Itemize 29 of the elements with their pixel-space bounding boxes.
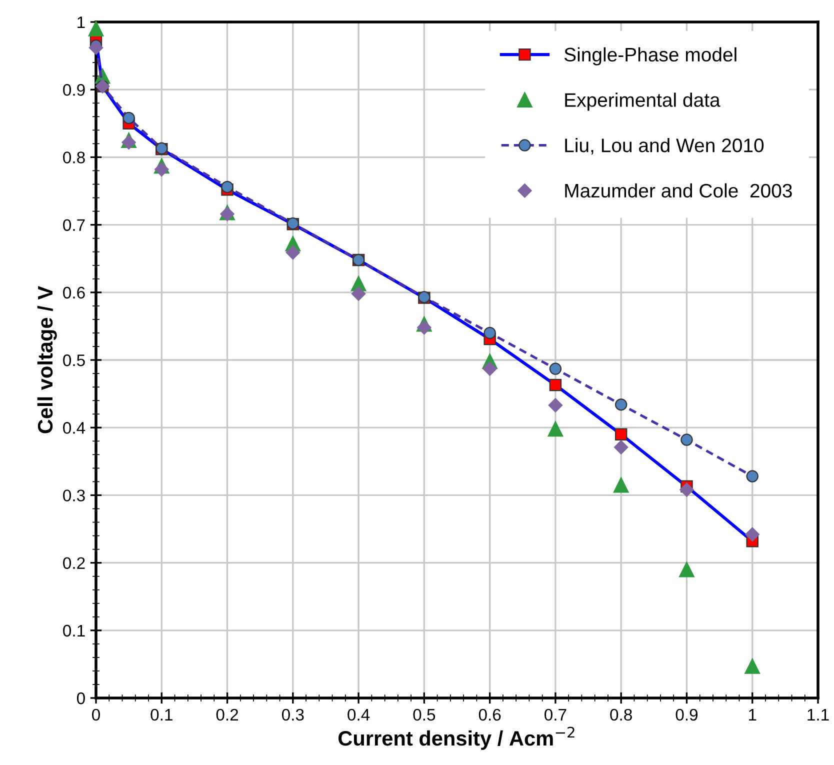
legend-label: Experimental data bbox=[565, 92, 720, 111]
y-tick-label: 0.2 bbox=[63, 557, 85, 570]
x-tick-label: 0.7 bbox=[544, 708, 566, 721]
x-axis-title: Current density / Acm$^{−2}$ bbox=[338, 726, 574, 750]
x-tick-label: 0.1 bbox=[150, 708, 172, 721]
y-tick-label: 0.9 bbox=[63, 84, 85, 96]
y-tick-label: 0.3 bbox=[63, 490, 85, 502]
y-tick-label: 0.4 bbox=[63, 422, 86, 434]
x-tick-label: 0.8 bbox=[610, 708, 632, 721]
y-tick-label: 0 bbox=[76, 692, 85, 704]
x-tick-label: 0.9 bbox=[676, 708, 698, 721]
x-tick-label: 0.3 bbox=[282, 708, 304, 721]
y-tick-label: 0.5 bbox=[63, 354, 85, 366]
y-axis-title: Cell voltage / V bbox=[37, 286, 57, 434]
legend-label: Liu, Lou and Wen 2010 bbox=[565, 138, 764, 155]
y-tick-label: 0.8 bbox=[63, 152, 85, 164]
x-tick-label: 0 bbox=[92, 708, 100, 721]
legend-label: Single-Phase model bbox=[564, 47, 736, 66]
x-tick-label: 0.4 bbox=[348, 708, 370, 721]
y-tick-label: 0.7 bbox=[63, 219, 85, 232]
x-tick-label: 0.2 bbox=[216, 708, 238, 721]
y-tick-label: 1 bbox=[78, 16, 85, 28]
legend-label: Mazumder and Cole 2003 bbox=[565, 183, 792, 198]
y-tick-label: 0.6 bbox=[63, 286, 85, 299]
x-tick-label: 0.6 bbox=[478, 708, 501, 721]
x-tick-label: 1.1 bbox=[808, 709, 829, 720]
x-tick-label: 1 bbox=[749, 709, 756, 720]
y-tick-label: 0.1 bbox=[63, 624, 85, 637]
x-tick-label: 0.5 bbox=[413, 708, 436, 721]
